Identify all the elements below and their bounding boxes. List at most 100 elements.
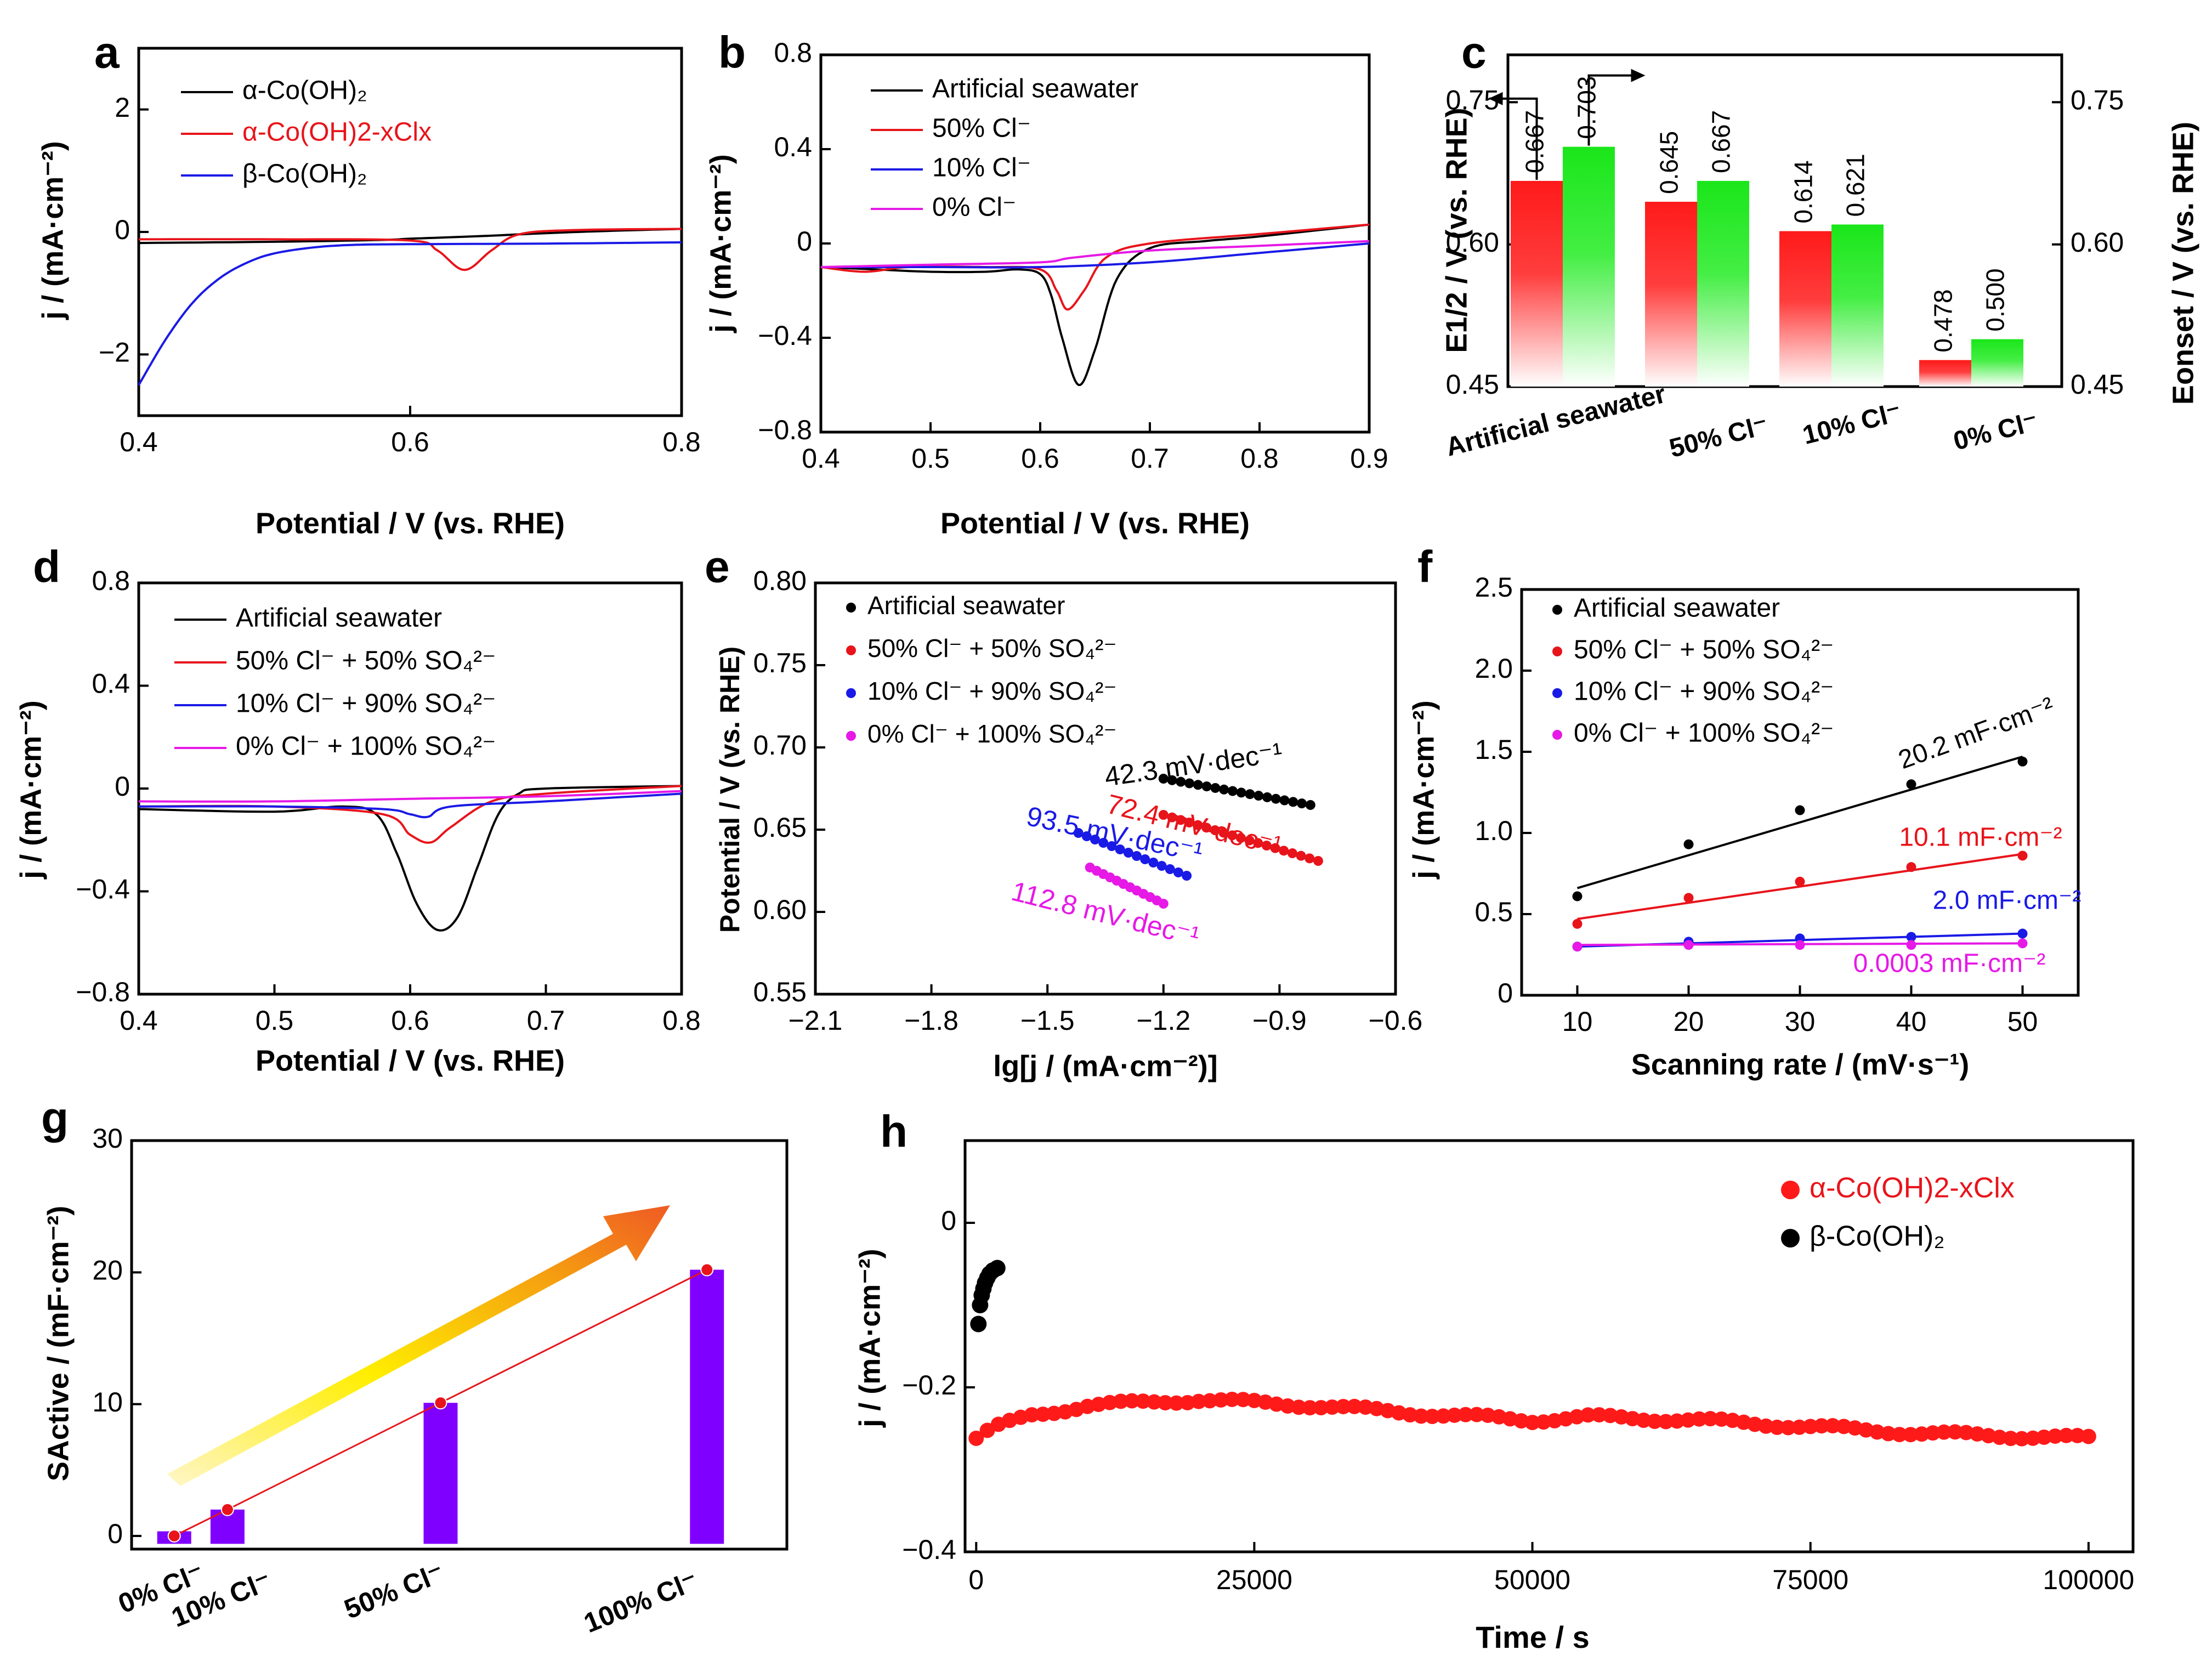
- data-point: [1936, 1424, 1952, 1440]
- bar: [423, 1403, 458, 1544]
- x-axis-label: Potential / V (vs. RHE): [940, 507, 1250, 540]
- data-point: [2058, 1427, 2074, 1443]
- legend-label: Artificial seawater: [1574, 594, 1780, 623]
- data-point: [1425, 1409, 1440, 1425]
- data-point: [1176, 776, 1186, 787]
- data-point: [1683, 940, 1694, 950]
- slope-annotation: 0.0003 mF·cm⁻²: [1853, 949, 2046, 978]
- y-tick-label: 0.75: [753, 648, 807, 678]
- data-point: [1244, 835, 1255, 846]
- data-point: [1235, 833, 1246, 843]
- trend-arrow: [167, 1205, 670, 1486]
- y-tick-label: 0.8: [92, 565, 130, 596]
- data-point: [1795, 876, 1805, 887]
- data-point: [989, 1260, 1006, 1277]
- series-line: [821, 242, 1370, 269]
- data-point: [1304, 853, 1315, 864]
- x-tick-label: 20: [1674, 1006, 1704, 1037]
- data-point: [1683, 839, 1694, 849]
- data-point: [1219, 784, 1229, 795]
- x-tick-label: 40: [1896, 1006, 1927, 1037]
- legend-label: 50% Cl⁻ + 50% SO₄²⁻: [236, 647, 496, 676]
- data-point: [1591, 1407, 1607, 1423]
- data-point: [1210, 825, 1220, 835]
- y-axis-label: j / (mA·cm⁻²): [853, 1249, 886, 1428]
- legend-marker: [846, 603, 856, 613]
- panel-letter: d: [33, 542, 60, 592]
- legend-label: 50% Cl⁻: [932, 114, 1031, 143]
- bar-value-label: 0.667: [1521, 110, 1549, 173]
- trend-line: [174, 1269, 707, 1537]
- y-tick-label: 0.55: [753, 977, 807, 1007]
- data-point: [2014, 1431, 2030, 1447]
- panel-e: −2.1 −1.8 −1.5 −1.2 −0.9 −0.6 0.55 0.60 0.65 0.70…: [714, 565, 1422, 1082]
- data-point: [1107, 841, 1117, 851]
- data-point: [1647, 1413, 1663, 1429]
- x-tick-label: −2.1: [789, 1005, 843, 1036]
- y-tick-label: 10: [92, 1387, 123, 1417]
- y-tick-label: 0: [115, 771, 130, 802]
- data-point: [1469, 1407, 1485, 1422]
- x-tick-label: 0.4: [802, 443, 840, 474]
- series-line: [138, 790, 682, 803]
- data-point: [1691, 1411, 1707, 1427]
- data-point: [1173, 867, 1183, 877]
- plot-frame: [963, 1139, 2135, 1553]
- data-point: [1236, 787, 1246, 798]
- data-point: [2003, 1431, 2018, 1447]
- y-tick-label: 2.5: [1474, 572, 1513, 603]
- data-point: [1436, 1408, 1451, 1424]
- legend-label: 0% Cl⁻: [932, 193, 1016, 222]
- data-point: [1235, 1392, 1251, 1408]
- data-point: [1703, 1411, 1718, 1427]
- data-point: [1158, 899, 1169, 909]
- panel-letter: b: [718, 28, 746, 78]
- data-point: [1158, 774, 1169, 784]
- x-tick-label: 0.8: [662, 427, 701, 457]
- axis-pointer-arrow: [1498, 97, 1538, 180]
- plot-frame: [819, 53, 1371, 434]
- panel-d: 0.4 0.5 0.6 0.7 0.8 −0.8 −0.4 0 0.4 0.8 Artificial…: [14, 565, 700, 1077]
- bar-value-label: 0.621: [1841, 154, 1870, 217]
- legend-label: β-Co(OH)₂: [1810, 1221, 1945, 1252]
- legend-label: 50% Cl⁻ + 50% SO₄²⁻: [1574, 636, 1834, 665]
- data-point: [1602, 1408, 1618, 1424]
- legend-label: β-Co(OH)₂: [242, 160, 367, 189]
- y2-tick-label: 0.60: [2071, 227, 2124, 258]
- y-tick-label: 30: [92, 1123, 123, 1154]
- data-point: [1795, 940, 1805, 950]
- plot-frame: [814, 581, 1397, 996]
- y-tick-label: −0.8: [758, 415, 812, 445]
- data-point: [2017, 928, 2028, 939]
- data-point: [1156, 861, 1167, 871]
- series-line: [820, 240, 1370, 268]
- legend-label: α-Co(OH)₂: [242, 76, 367, 105]
- x-tick-label: 75000: [1772, 1564, 1848, 1595]
- legend-label: 0% Cl⁻ + 100% SO₄²⁻: [867, 719, 1117, 748]
- data-point: [1925, 1425, 1941, 1441]
- data-point: [1218, 827, 1229, 838]
- data-point: [1791, 1419, 1807, 1435]
- legend-marker: [1552, 605, 1562, 615]
- y2-tick-label: 0.75: [2071, 85, 2124, 116]
- data-point: [1073, 828, 1084, 838]
- data-point: [1906, 779, 1916, 790]
- x-tick-label: −1.2: [1136, 1005, 1190, 1036]
- panel-letter: c: [1461, 28, 1487, 78]
- x-tick-label: 50: [2007, 1006, 2038, 1037]
- legend-label: α-Co(OH)2-xClx: [242, 118, 432, 147]
- data-point: [2036, 1429, 2052, 1445]
- x-tick-label: 50000: [1494, 1564, 1570, 1595]
- legend-marker: [1552, 730, 1562, 740]
- data-point: [1914, 1426, 1930, 1442]
- data-point: [1193, 780, 1203, 790]
- slope-annotation: 2.0 mF·cm⁻²: [1933, 886, 2081, 915]
- data-point: [2069, 1427, 2085, 1443]
- bar-value-label: 0.614: [1789, 160, 1818, 223]
- panel-h: 0 25000 50000 75000 100000 −0.4 −0.2 0 α-Co(OH)2…: [853, 1139, 2135, 1654]
- bar: [1563, 146, 1615, 387]
- x-tick-label: 0.5: [256, 1005, 294, 1036]
- data-point: [1262, 792, 1272, 802]
- data-point: [1347, 1398, 1362, 1414]
- y-tick-label: 0.5: [1474, 897, 1513, 927]
